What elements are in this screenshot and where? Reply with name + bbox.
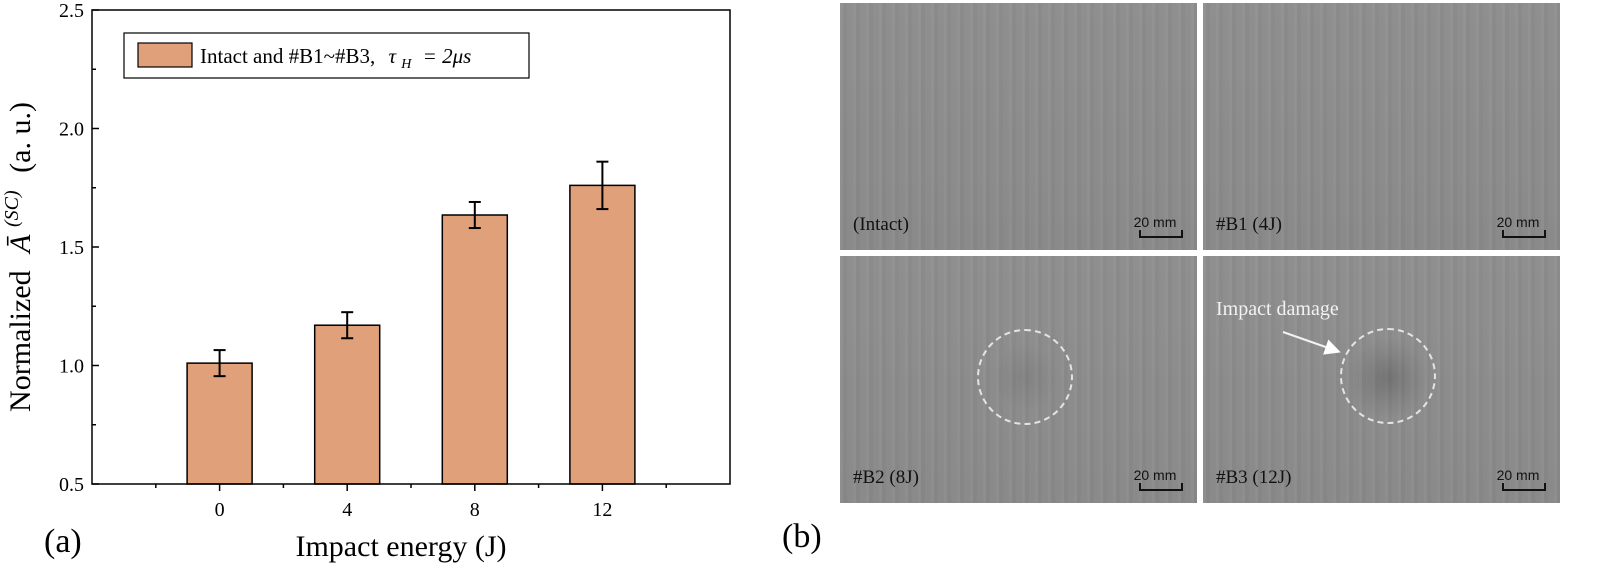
y-axis-title: Normalized Ā (SC) (a. u.) [0,102,37,412]
damage-circle [977,329,1073,425]
bar-12 [569,184,636,485]
scale-bar-line [1139,230,1183,238]
tile-caption: #B2 (8J) [853,467,919,488]
tile-caption: (Intact) [853,214,909,235]
scale-bar-line [1502,483,1546,491]
error-bar-0 [213,349,226,378]
error-bar-8 [468,200,481,230]
error-bar-12 [596,160,609,211]
x-axis-ticks: 0 4 8 12 [155,484,667,521]
y-axis-title-superscript: (SC) [1,190,23,227]
impact-damage-annotation: Impact damage [1216,298,1339,320]
y-tick-label: 1.0 [59,356,84,378]
error-bars-layer [213,160,609,378]
scale-bar: 20 mm [1497,467,1548,493]
bar-chart: 0.51.01.52.02.5 0 4 8 12 Impact energy (J) … [0,0,731,563]
legend-entry: Intact and #B1~#B3, τ H = 2μs [200,44,471,73]
bar-0 [186,362,253,485]
y-axis-title-suffix: (a. u.) [4,102,37,173]
panel-label-b: (b) [782,518,822,555]
damage-circle [1340,328,1436,424]
legend-label: Intact and #B1~#B3, [200,44,375,68]
tile-caption: #B1 (4J) [1216,214,1282,235]
svg-text:Normalized Ā (: Normalized Ā (SC) (a. u.) [0,102,37,412]
legend-swatch [137,42,193,68]
image-tile-intact: (Intact) 20 mm [840,3,1197,250]
y-axis-title-symbol: Ā [4,234,37,255]
y-tick-label: 2.5 [59,0,84,22]
scale-bar-label: 20 mm [1133,467,1177,483]
scale-bar: 20 mm [1497,214,1548,240]
scale-bar: 20 mm [1134,214,1185,240]
scale-bar: 20 mm [1134,467,1185,493]
annotation-arrow [1282,331,1341,355]
y-tick-label: 1.5 [59,237,84,259]
image-tile-b3: Impact damage #B3 (12J) 20 mm [1203,256,1560,503]
scale-bar-line [1502,230,1546,238]
legend: Intact and #B1~#B3, τ H = 2μs [123,32,530,79]
x-axis-title: Impact energy (J) [295,530,506,563]
scale-bar-line [1139,483,1183,491]
panel-label-a: (a) [44,523,82,560]
tile-caption: #B3 (12J) [1216,467,1292,488]
legend-tau: τ [389,44,398,68]
legend-tau-value: = 2μs [423,44,472,68]
scale-bar-label: 20 mm [1133,214,1177,230]
y-tick-label: 0.5 [59,474,84,496]
x-tick-label: 12 [592,499,612,521]
y-tick-label: 2.0 [59,119,84,141]
x-tick-label: 4 [342,499,352,521]
bars-layer [186,184,636,485]
image-tile-b1: #B1 (4J) 20 mm [1203,3,1560,250]
bar-8 [441,214,509,485]
error-bar-4 [341,311,354,340]
image-grid: (Intact) 20 mm #B1 (4J) 20 mm #B2 (8J) 2… [840,3,1562,503]
image-tile-b2: #B2 (8J) 20 mm [840,256,1197,503]
scale-bar-label: 20 mm [1496,214,1540,230]
x-tick-label: 0 [215,499,225,521]
scale-bar-label: 20 mm [1496,467,1540,483]
y-axis-ticks: 0.5 1.0 1.5 2.0 2.5 [59,0,99,496]
legend-tau-sub: H [400,57,412,72]
bar-4 [313,324,381,485]
x-tick-label: 8 [470,499,480,521]
y-axis-title-prefix: Normalized [4,270,37,412]
